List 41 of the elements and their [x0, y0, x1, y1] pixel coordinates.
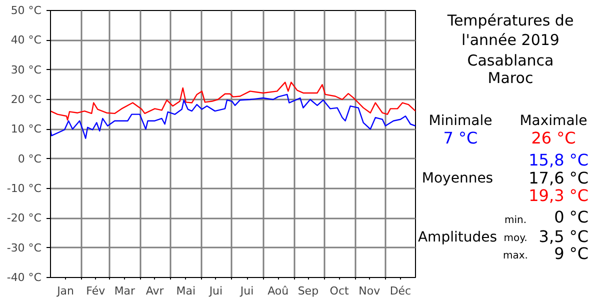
text: 9 °C: [554, 244, 588, 263]
line-series: [50, 82, 416, 121]
x-tick-label: Jan: [56, 284, 74, 298]
text: 0 °C: [554, 207, 588, 226]
y-tick-label: 40 °C: [10, 34, 42, 47]
line-series: [50, 94, 416, 139]
x-tick-label: Jui: [208, 284, 223, 298]
y-tick-label: 30 °C: [10, 63, 42, 76]
x-tick-label: Déc: [390, 284, 412, 298]
text: 26 °C: [531, 128, 576, 148]
x-tick-label: Jui: [239, 284, 254, 298]
text: 17,6 °C: [528, 168, 589, 188]
text: moy.: [504, 232, 528, 244]
x-tick-label: Mai: [176, 284, 196, 298]
text: Casablanca Maroc: [467, 51, 554, 88]
x-tick-label: Nov: [358, 284, 381, 298]
text: 3,5 °C: [538, 227, 588, 246]
y-tick-label: -30 °C: [6, 241, 42, 254]
text: 15,8 °C: [528, 150, 589, 170]
text: Minimale: [428, 112, 492, 129]
x-tick-label: Sep: [298, 284, 319, 298]
x-tick-label: Mar: [114, 284, 136, 298]
y-tick-label: 0 °C: [18, 152, 42, 166]
y-tick-label: -10 °C: [6, 182, 42, 195]
text: min.: [504, 215, 527, 226]
text: 19,3 °C: [528, 186, 589, 206]
y-tick-label: 50 °C: [10, 4, 42, 17]
text: Maximale: [520, 112, 588, 129]
text: Moyennes: [422, 170, 494, 187]
y-tick-label: 10 °C: [10, 122, 42, 136]
y-tick-label: -40 °C: [6, 271, 42, 284]
text: Amplitudes: [418, 229, 498, 246]
text: 7 °C: [443, 128, 478, 148]
y-tick-label: 20 °C: [10, 93, 42, 106]
x-tick-label: Avr: [146, 284, 164, 298]
x-tick-label: Oct: [330, 284, 350, 298]
text: max.: [503, 250, 528, 262]
x-tick-label: Aoû: [268, 284, 289, 298]
y-tick-label: -20 °C: [6, 212, 42, 225]
x-tick-label: Fév: [86, 284, 106, 298]
text: Températures de l'année 2019: [446, 11, 574, 49]
